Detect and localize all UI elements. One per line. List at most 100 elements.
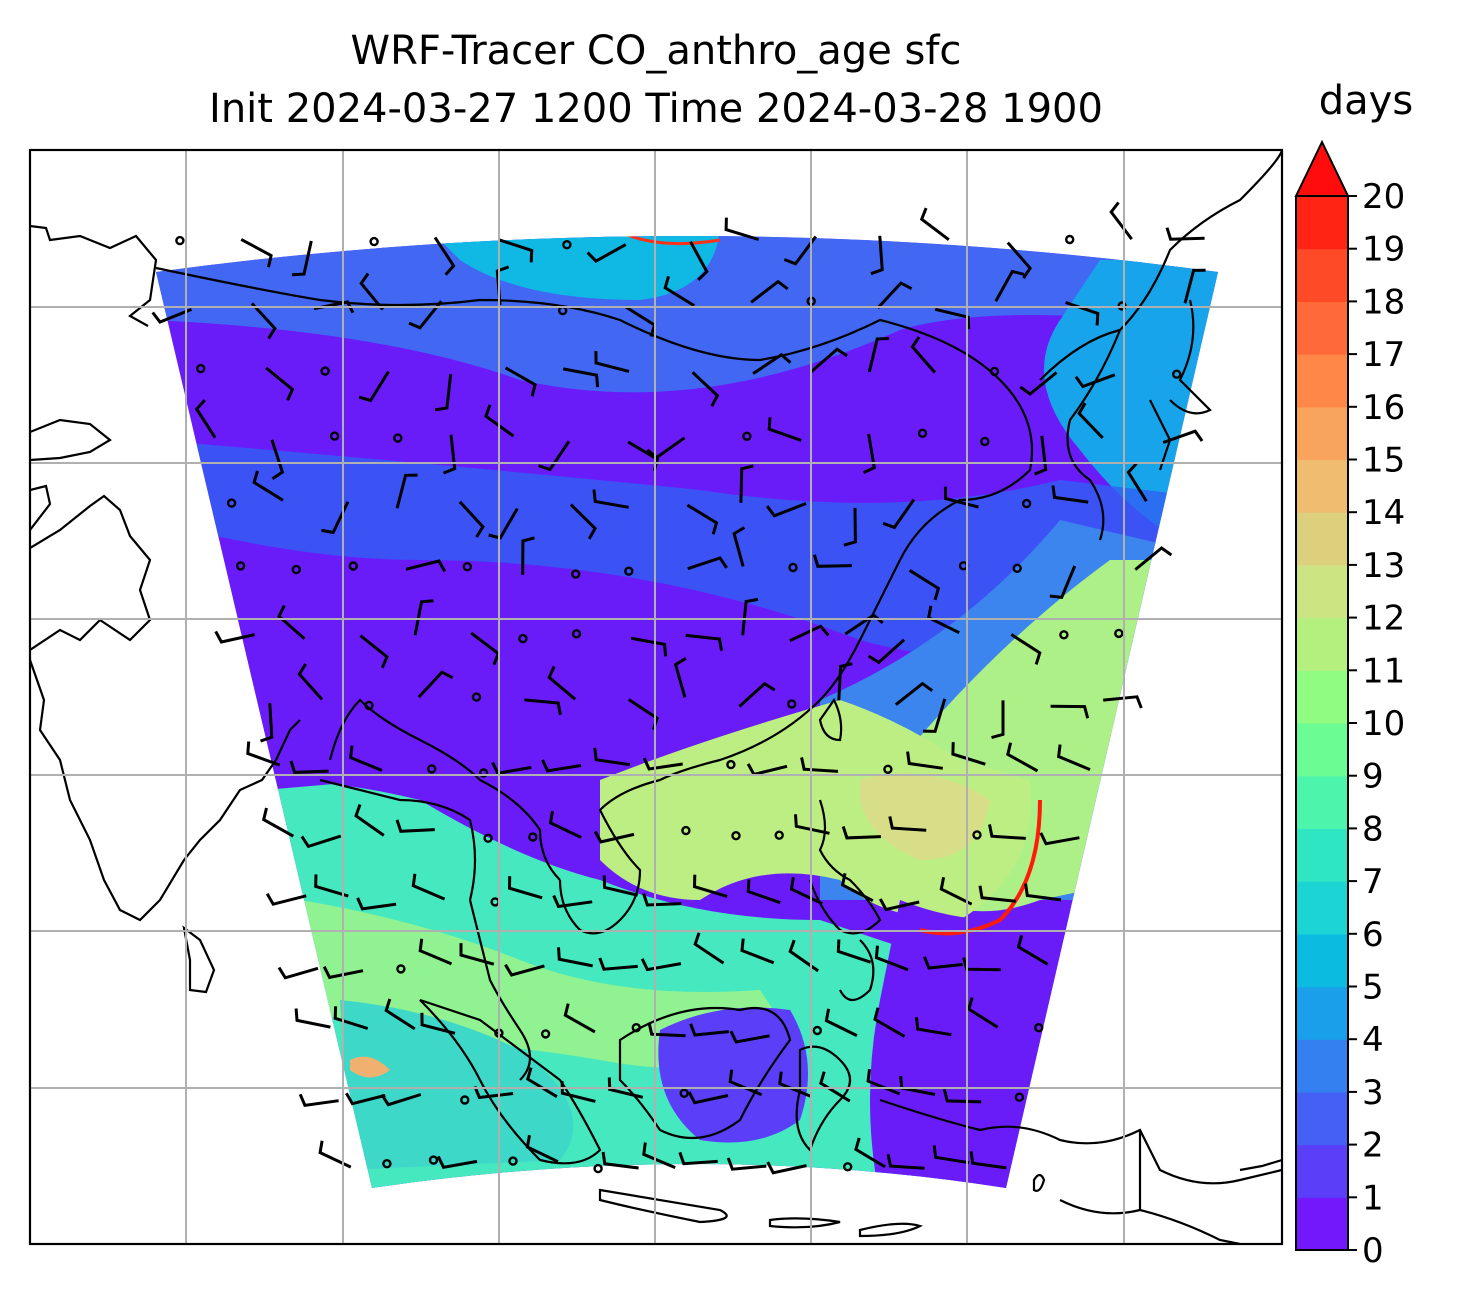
wind-barb bbox=[934, 307, 971, 330]
wind-barb bbox=[783, 235, 818, 266]
wind-barb bbox=[354, 803, 385, 837]
wind-barb bbox=[728, 1069, 763, 1097]
wind-barb bbox=[789, 624, 830, 643]
wind-barb bbox=[418, 938, 453, 966]
calm-wind-marker bbox=[382, 1158, 392, 1169]
colorbar-segment bbox=[1296, 986, 1348, 1040]
colorbar-extend-arrow bbox=[1294, 139, 1350, 197]
wind-barb bbox=[345, 1092, 386, 1106]
wind-barb bbox=[594, 350, 630, 373]
wind-barb bbox=[333, 1006, 369, 1030]
wind-barb bbox=[384, 998, 416, 1031]
wind-barb bbox=[836, 939, 872, 964]
calm-wind-marker bbox=[471, 692, 482, 702]
wind-barb bbox=[1024, 883, 1062, 902]
wind-barb bbox=[673, 657, 687, 698]
wind-barb bbox=[1162, 429, 1204, 444]
wind-barb bbox=[873, 1007, 906, 1038]
colorbar-segment bbox=[1296, 1039, 1348, 1093]
calm-wind-marker bbox=[571, 629, 582, 639]
wind-barb bbox=[726, 1157, 767, 1171]
gridlines bbox=[30, 150, 1282, 1244]
colorbar-tick-label: 13 bbox=[1362, 546, 1405, 586]
colorbar-tick-label: 3 bbox=[1362, 1073, 1384, 1113]
colorbar-tick-label: 10 bbox=[1362, 704, 1405, 744]
wind-barb bbox=[488, 507, 519, 540]
wind-barb bbox=[318, 1140, 352, 1169]
wind-barb bbox=[458, 500, 485, 538]
wind-barb bbox=[932, 1145, 970, 1165]
colorbar-segment bbox=[1296, 512, 1348, 566]
wind-barb bbox=[724, 217, 760, 241]
wind-barb bbox=[526, 1067, 558, 1098]
wind-barb bbox=[876, 281, 913, 310]
wind-barb bbox=[548, 810, 582, 839]
wind-barb bbox=[994, 269, 1025, 302]
wind-barb bbox=[862, 433, 876, 475]
wind-barb bbox=[498, 238, 534, 263]
wind-barb bbox=[640, 958, 682, 972]
wind-barb bbox=[767, 417, 802, 442]
wind-barb bbox=[277, 966, 319, 980]
colorbar-tick-label: 1 bbox=[1362, 1178, 1384, 1218]
wind-barb bbox=[923, 698, 947, 733]
wind-barb bbox=[874, 945, 909, 972]
wind-barb bbox=[1103, 695, 1143, 709]
calm-wind-marker bbox=[329, 431, 340, 441]
calm-wind-marker bbox=[787, 699, 797, 709]
calm-wind-marker bbox=[226, 498, 237, 508]
wind-barb bbox=[1034, 435, 1048, 476]
wind-barb bbox=[738, 681, 776, 708]
wind-barb bbox=[630, 636, 668, 657]
colorbar-segment bbox=[1296, 1091, 1348, 1146]
wind-barb bbox=[491, 761, 532, 775]
wind-barb bbox=[843, 507, 857, 547]
wind-barb bbox=[289, 760, 329, 774]
calm-wind-marker bbox=[1021, 498, 1032, 509]
calm-wind-marker bbox=[291, 564, 301, 575]
calm-wind-marker bbox=[478, 768, 489, 778]
wind-barb bbox=[1074, 373, 1116, 389]
wind-barb bbox=[642, 757, 683, 771]
chart-title-line1: WRF-Tracer CO_anthro_age sfc bbox=[350, 28, 962, 74]
calm-wind-marker bbox=[428, 1155, 439, 1165]
colorbar-tick-label: 9 bbox=[1362, 757, 1384, 797]
wind-barb bbox=[547, 665, 577, 701]
wind-barb bbox=[746, 879, 781, 905]
calm-wind-marker bbox=[1117, 301, 1127, 311]
calm-wind-marker bbox=[235, 561, 246, 571]
wind-barb bbox=[408, 300, 443, 330]
wind-barb bbox=[867, 638, 906, 665]
calm-wind-marker bbox=[1012, 563, 1022, 573]
wind-barb bbox=[910, 336, 937, 374]
wind-barb bbox=[687, 556, 728, 571]
colorbar-tick-label: 6 bbox=[1362, 915, 1384, 955]
colorbar-tick-label: 0 bbox=[1362, 1231, 1384, 1271]
wind-barb bbox=[601, 1151, 639, 1170]
colorbar-segment bbox=[1296, 196, 1348, 250]
calm-wind-marker bbox=[369, 236, 379, 247]
calm-wind-marker bbox=[396, 964, 406, 974]
wind-barb bbox=[750, 279, 789, 304]
wind-barb bbox=[678, 1151, 718, 1166]
wind-barb bbox=[436, 1155, 478, 1169]
wind-barb bbox=[1077, 402, 1104, 439]
wind-barb bbox=[593, 830, 635, 844]
wind-barb bbox=[562, 367, 600, 388]
wind-barb bbox=[552, 894, 593, 909]
calm-wind-marker bbox=[681, 825, 691, 836]
wind-barb bbox=[507, 876, 543, 900]
wind-barb bbox=[882, 498, 916, 530]
wind-barb bbox=[878, 898, 920, 912]
calm-wind-marker bbox=[1059, 630, 1069, 640]
colorbar-segment bbox=[1296, 459, 1348, 513]
wind-barb bbox=[433, 236, 456, 276]
wind-barb bbox=[359, 272, 384, 311]
wind-barb bbox=[951, 742, 986, 766]
wind-barb bbox=[563, 1003, 596, 1034]
wind-barb bbox=[894, 681, 934, 706]
wind-barb bbox=[504, 963, 545, 977]
wind-barb bbox=[380, 1093, 422, 1107]
wind-barb bbox=[923, 956, 963, 970]
wind-barb bbox=[766, 1161, 807, 1175]
